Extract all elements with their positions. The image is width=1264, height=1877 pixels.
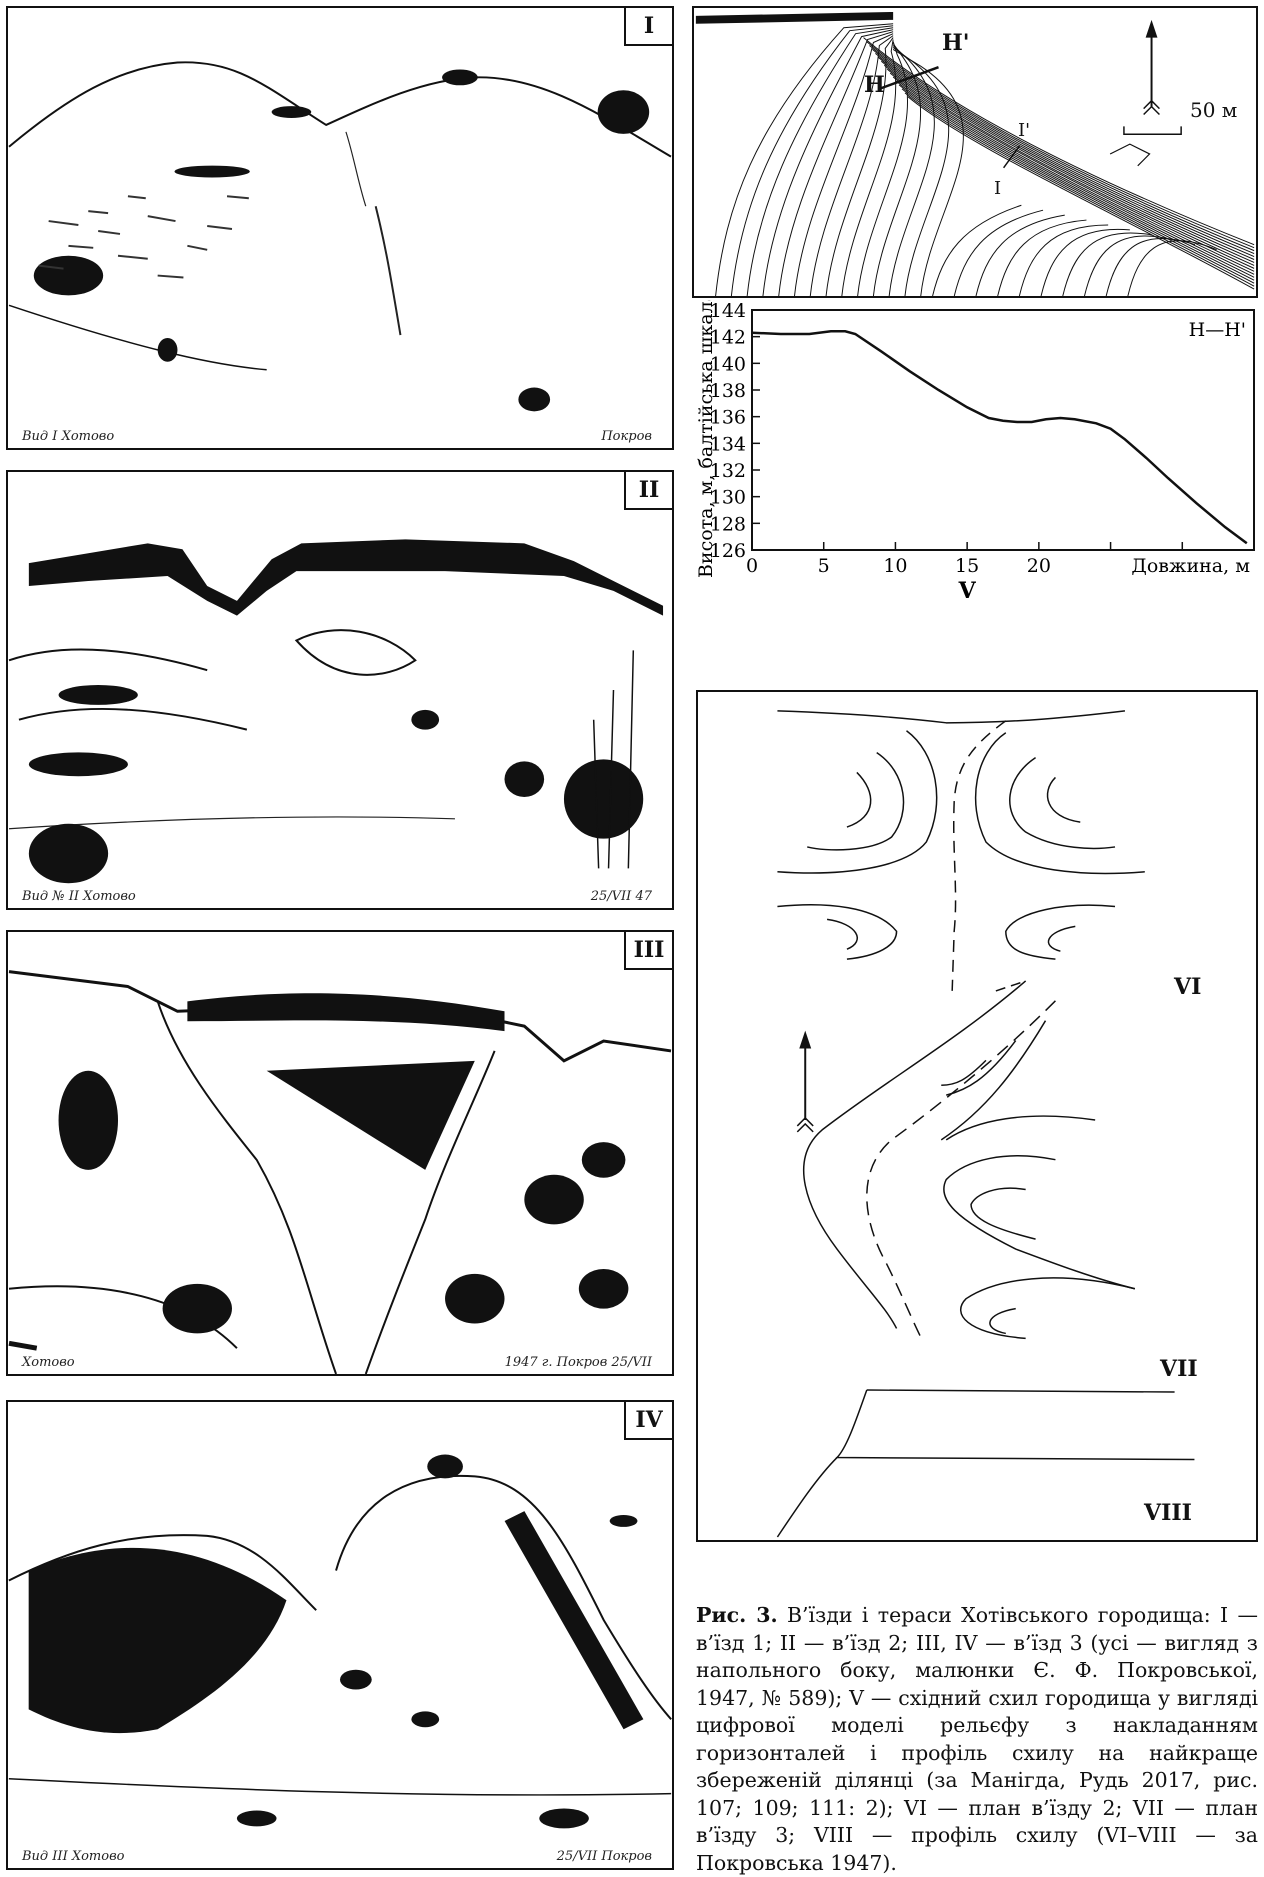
y-tick-label: 128 [710,513,746,535]
contour-map-panel: H' H I' I 50 м [692,6,1258,298]
sketch-1-drawing [8,61,672,412]
plans-panel: VI VII VIII [696,690,1258,1542]
x-tick-label: 0 [746,555,758,577]
x-tick-label: 5 [818,555,830,577]
y-tick-label: 140 [710,353,746,375]
map-label-h2: H' [942,30,970,56]
figure-caption: Рис. 3. В’їзди і тераси Хотівського горо… [696,1602,1258,1877]
plan-label-vii: VII [1160,1356,1198,1382]
plans-drawing [776,710,1195,1538]
x-tick-label: 20 [1027,555,1051,577]
sketch-panel-1: I Вид I Хотово Покров [6,6,674,450]
y-tick-label: 138 [710,380,746,402]
y-tick-label: 126 [710,540,746,562]
panel-1-signature-right: Покров [601,429,652,444]
y-tick-label: 134 [710,433,746,455]
y-tick-label: 142 [710,327,746,349]
profile-chart-panel: 126 128 130 132 134 136 138 140 142 144 0 5 10 15 20 H—… [692,290,1258,680]
panel-1-signature-left: Вид I Хотово [22,429,115,444]
panel-3-numeral: III [624,932,672,970]
sketch-2-drawing [8,539,664,884]
panel-4-numeral: IV [624,1402,672,1440]
x-tick-label: 15 [955,555,979,577]
panel-3-signature-right: 1947 г. Покров 25/VII [504,1355,652,1370]
panel-2-signature-left: Вид № II Хотово [22,889,136,904]
chart-title: H—H' [1189,319,1246,341]
panel-3-signature-left: Хотово [22,1355,75,1370]
x-axis-label: Довжина, м [1131,555,1250,577]
plot-frame [751,309,1255,551]
plan-label-vi: VI [1174,974,1202,1000]
x-tick-label: 10 [883,555,907,577]
sketch-panel-4: IV Вид III Хотово 25/VII Покров [6,1400,674,1870]
panel-2-numeral: II [624,472,672,510]
sketch-panel-2: II Вид № II Хотово 25/VII 47 [6,470,674,910]
panel-4-signature-left: Вид III Хотово [22,1849,125,1864]
sketch-3-drawing [8,970,672,1374]
panel-1-numeral: I [624,8,672,46]
caption-text: В’їзди і тераси Хотівського городища: I … [696,1603,1258,1875]
plan-label-viii: VIII [1144,1500,1192,1526]
panel-2-signature-right: 25/VII 47 [590,889,652,904]
y-tick-label: 136 [710,407,746,429]
profile-chart: 126 128 130 132 134 136 138 140 142 144 0 5 10 15 20 H—… [695,290,1255,604]
y-tick-label: 144 [710,300,746,322]
map-label-i2: I' [1018,120,1031,141]
map-label-i: I [994,178,1002,199]
sketch-panel-3: III Хотово 1947 г. Покров 25/VII [6,930,674,1376]
map-label-h: H [864,72,885,98]
map-scale-label: 50 м [1190,98,1238,122]
caption-label: Рис. 3. [696,1603,778,1627]
contour-map [695,11,1255,296]
panel-4-signature-right: 25/VII Покров [556,1849,652,1864]
panel-label-v: V [958,578,977,604]
y-tick-label: 130 [710,487,746,509]
y-tick-label: 132 [710,460,746,482]
sketch-4-drawing [8,1454,672,1829]
profile-line [751,330,1248,545]
y-axis-label: Висота, м, балтійська шкала [695,300,717,578]
